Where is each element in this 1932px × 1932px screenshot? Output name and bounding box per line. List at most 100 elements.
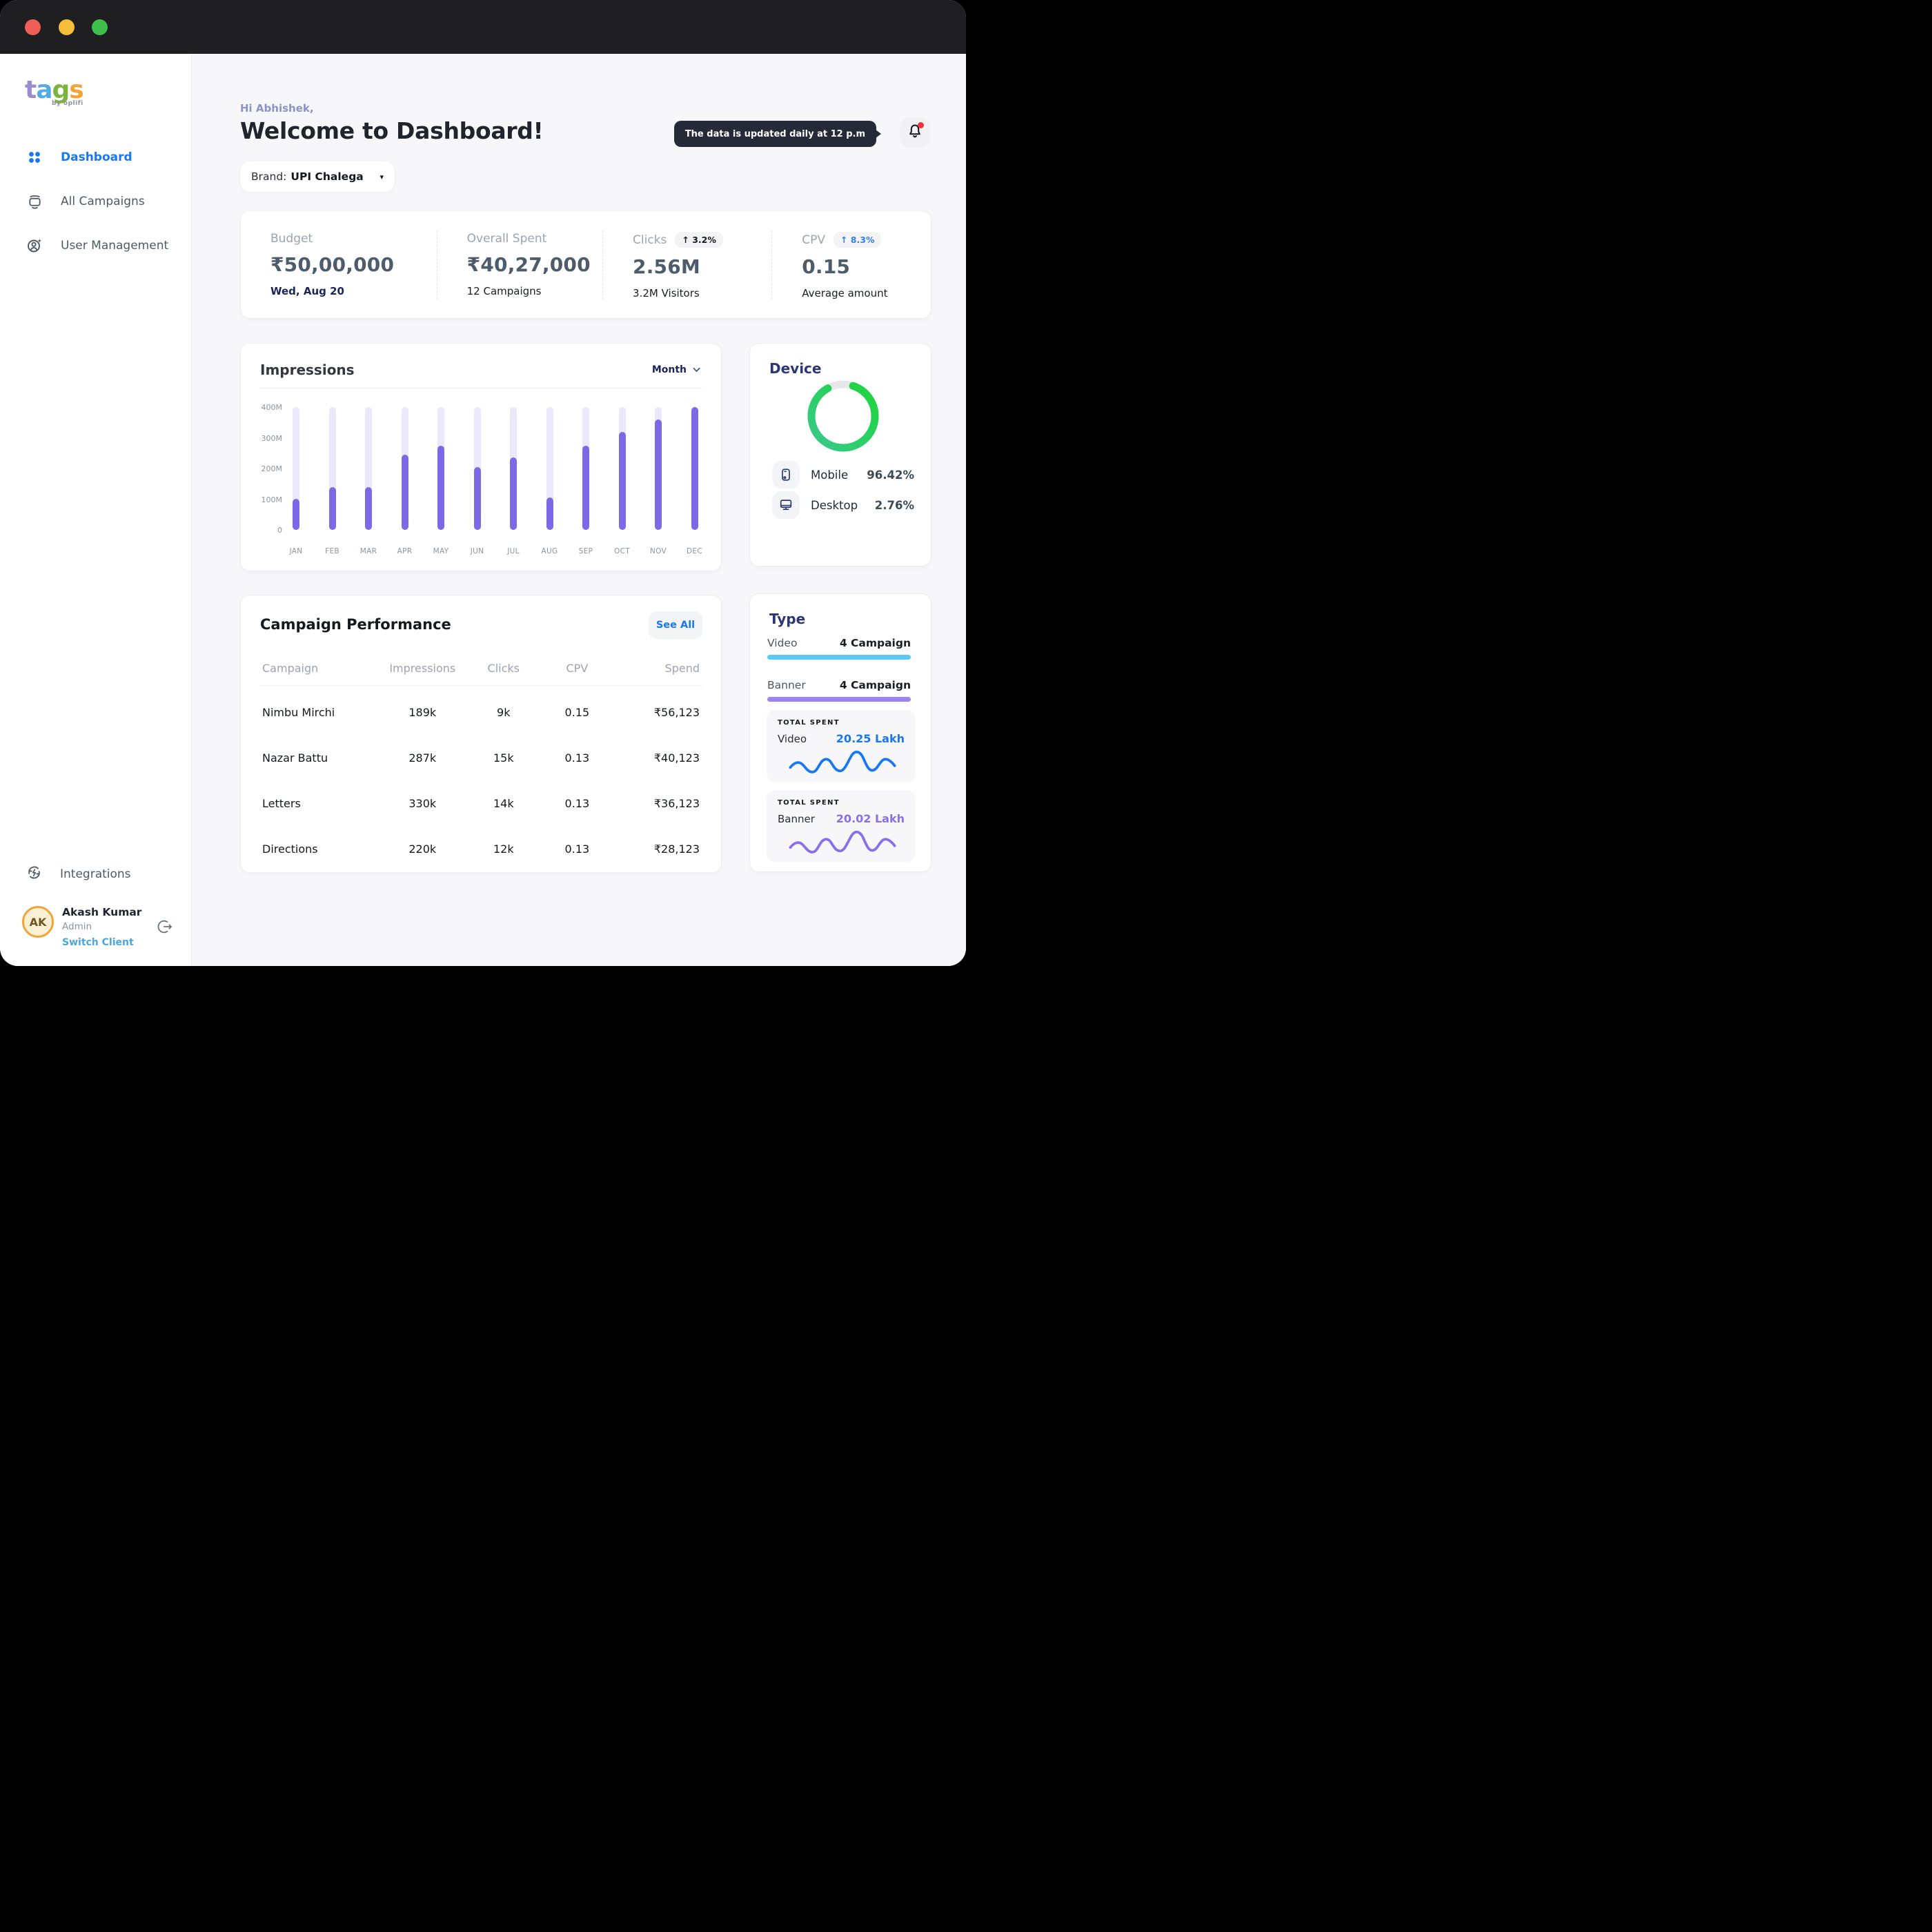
sidebar-item-label: All Campaigns (61, 195, 145, 208)
cell-impressions: 330k (379, 797, 466, 810)
y-axis-tick: 300M (250, 434, 282, 443)
y-axis-tick: 100M (250, 495, 282, 504)
bar-fill (329, 487, 336, 530)
type-bar-video (767, 655, 911, 660)
bar-fill (402, 455, 408, 530)
type-count: 4 Campaign (840, 637, 911, 649)
mobile-icon (772, 461, 800, 489)
spend-sparkline (786, 827, 899, 856)
bar-fill (691, 407, 698, 530)
campaign-performance-card: Campaign Performance See All CampaignImp… (240, 595, 722, 873)
notifications-button[interactable] (900, 117, 930, 148)
user-name: Akash Kumar (62, 906, 141, 918)
page-title: Welcome to Dashboard! (240, 117, 543, 144)
device-label: Desktop (811, 499, 858, 512)
x-axis-label: OCT (607, 547, 638, 555)
type-label: Video (767, 637, 797, 649)
cell-cpv: 0.15 (541, 706, 613, 719)
grid-dots-icon (26, 149, 43, 166)
see-all-button[interactable]: See All (649, 611, 702, 639)
sidebar-item-integrations[interactable]: Integrations (0, 855, 191, 894)
sidebar-item-dashboard[interactable]: Dashboard (0, 135, 191, 179)
table-row-nazar-battu[interactable]: Nazar Battu287k15k0.13₹40,123 (262, 751, 700, 765)
tags-logo: tags by oplifi (25, 76, 83, 107)
cell-clicks: 12k (466, 842, 541, 856)
campaign-name: Nimbu Mirchi (262, 706, 379, 719)
bar-fill (474, 467, 481, 530)
performance-title: Campaign Performance (260, 616, 451, 633)
y-axis-tick: 0 (250, 526, 282, 535)
device-title: Device (769, 360, 821, 377)
device-label: Mobile (811, 469, 848, 482)
caret-down-icon: ▾ (379, 172, 384, 181)
device-percentage: 2.76% (875, 499, 914, 512)
sidebar-item-all-campaigns[interactable]: All Campaigns (0, 179, 191, 224)
stat-value: 0.15 (802, 255, 924, 278)
type-row-video: Video 4 Campaign (767, 637, 911, 649)
type-count: 4 Campaign (840, 679, 911, 691)
column-header-cpv: CPV (541, 662, 613, 675)
column-header-campaign: Campaign (262, 662, 379, 675)
logo-letter: t (25, 76, 36, 104)
campaign-name: Nazar Battu (262, 751, 379, 765)
total-spent-video: TOTAL SPENTVideo20.25 Lakh (767, 710, 916, 782)
x-axis-label: FEB (317, 547, 348, 555)
stat-sub-label: Wed, Aug 20 (270, 285, 430, 297)
spend-sparkline (786, 747, 899, 776)
maximize-button[interactable] (92, 19, 108, 35)
spent-label: Banner (778, 813, 815, 825)
bar-fill (365, 487, 372, 530)
stat-label: Clicks (633, 233, 667, 247)
sidebar: tags by oplifi Dashboard All Campaigns Use… (0, 54, 192, 966)
device-percentage: 96.42% (867, 469, 914, 482)
spent-label: Video (778, 733, 807, 745)
logout-icon[interactable] (157, 918, 173, 938)
user-role: Admin (62, 921, 141, 932)
sidebar-item-label: User Management (61, 239, 168, 253)
cell-impressions: 220k (379, 842, 466, 856)
y-axis-tick: 200M (250, 464, 282, 473)
sidebar-item-label: Dashboard (61, 150, 132, 164)
period-label: Month (652, 364, 687, 375)
total-spent-heading: TOTAL SPENT (778, 719, 905, 727)
x-axis-label: MAY (426, 547, 456, 555)
bar-fill (510, 457, 517, 530)
x-axis-label: APR (390, 547, 420, 555)
stat-label: Budget (270, 232, 313, 246)
cell-cpv: 0.13 (541, 751, 613, 765)
type-label: Banner (767, 679, 806, 691)
switch-client-link[interactable]: Switch Client (62, 937, 141, 948)
sidebar-item-user-management[interactable]: User Management (0, 224, 191, 268)
total-spent-heading: TOTAL SPENT (778, 799, 905, 807)
campaigns-tv-icon (26, 193, 43, 210)
cell-clicks: 9k (466, 706, 541, 719)
table-row-directions[interactable]: Directions220k12k0.13₹28,123 (262, 842, 700, 856)
minimize-button[interactable] (59, 19, 75, 35)
integrations-icon (26, 865, 42, 884)
stat-clicks: Clicks↑ 3.2%2.56M3.2M Visitors (602, 230, 771, 299)
close-button[interactable] (25, 19, 41, 35)
x-axis-label: AUG (535, 547, 565, 555)
avatar: AK (22, 906, 54, 938)
x-axis-label: JUN (462, 547, 493, 555)
device-donut-chart (805, 378, 881, 454)
x-axis-label: NOV (643, 547, 673, 555)
device-legend-desktop: Desktop 2.76% (772, 491, 914, 519)
column-header-impressions: Impressions (379, 662, 466, 675)
total-spent-banner: TOTAL SPENTBanner20.02 Lakh (767, 790, 916, 862)
integrations-label: Integrations (60, 867, 131, 881)
bar-fill (655, 420, 662, 530)
impressions-card: Impressions Month 400M300M200M100M0JANFE… (240, 343, 722, 571)
period-dropdown[interactable]: Month (652, 364, 700, 375)
app-window: tags by oplifi Dashboard All Campaigns Use… (0, 0, 966, 966)
stat-sub-label: Average amount (802, 287, 924, 299)
desktop-icon (772, 491, 800, 519)
brand-dropdown[interactable]: Brand: UPI Chalega ▾ (240, 161, 395, 192)
bar-fill (437, 446, 444, 530)
table-row-letters[interactable]: Letters330k14k0.13₹36,123 (262, 797, 700, 810)
table-row-nimbu-mirchi[interactable]: Nimbu Mirchi189k9k0.15₹56,123 (262, 706, 700, 719)
stat-value: ₹40,27,000 (467, 253, 595, 276)
x-axis-label: JUL (498, 547, 529, 555)
cell-spend: ₹28,123 (613, 842, 700, 856)
bar-fill (546, 497, 553, 530)
